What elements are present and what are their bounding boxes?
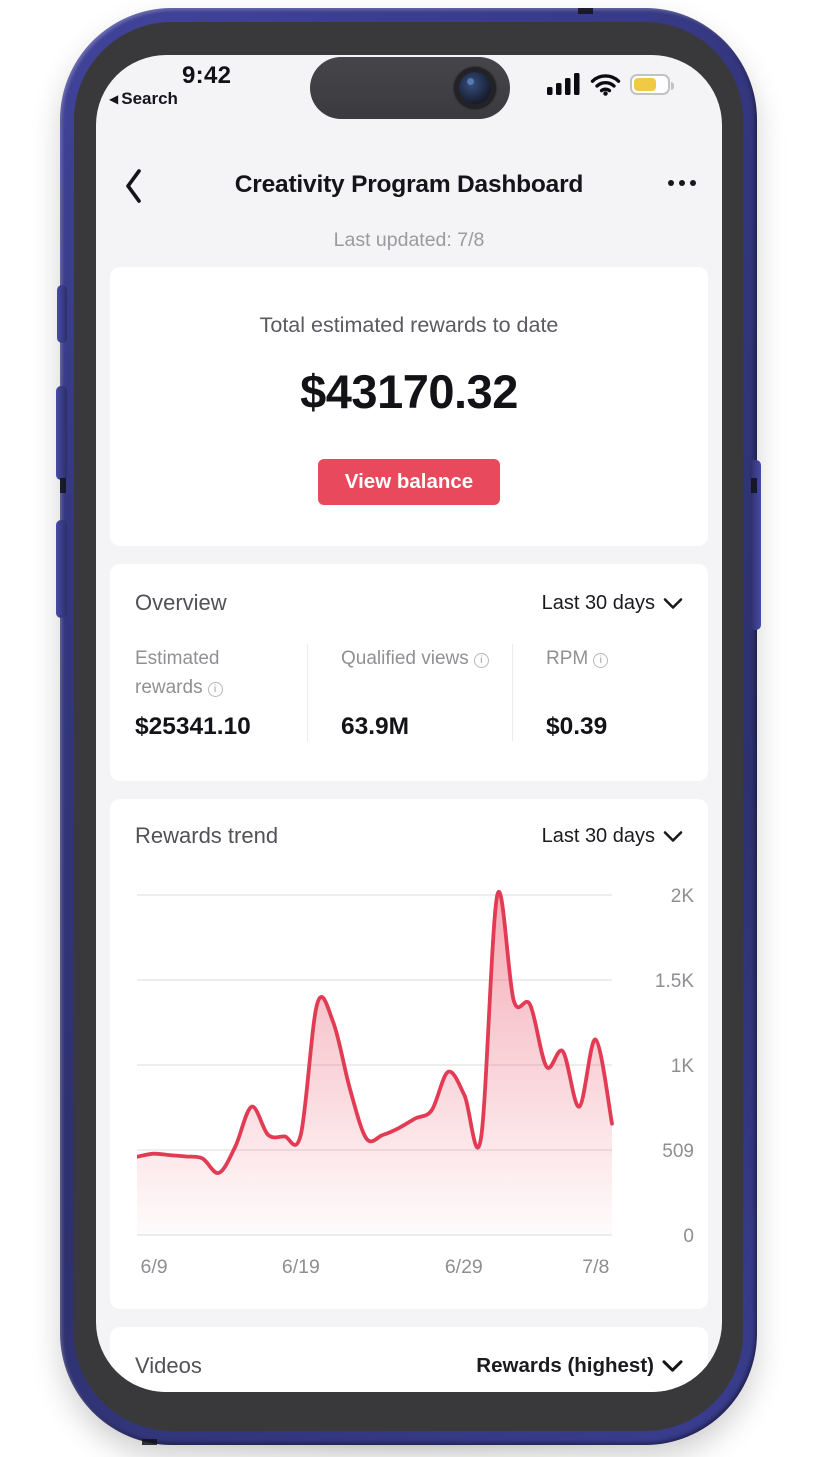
y-axis-tick-label: 509 bbox=[662, 1141, 694, 1162]
videos-title: Videos bbox=[135, 1353, 202, 1378]
battery-nub bbox=[671, 82, 674, 90]
ellipsis-dot bbox=[690, 180, 696, 186]
volume-up-button[interactable] bbox=[56, 386, 67, 480]
videos-sort-label: Rewards (highest) bbox=[476, 1354, 654, 1377]
volume-down-button[interactable] bbox=[56, 520, 67, 618]
content-area: Total estimated rewards to date $43170.3… bbox=[96, 267, 722, 1392]
phone-screen: 9:42 ◀ Search bbox=[96, 55, 722, 1392]
cellular-signal-icon bbox=[547, 73, 580, 95]
antenna-line bbox=[578, 8, 593, 14]
videos-card: Videos Rewards (highest) bbox=[110, 1327, 708, 1392]
stat-value: 63.9M bbox=[341, 713, 410, 740]
overview-range-label: Last 30 days bbox=[541, 591, 655, 614]
status-icons bbox=[547, 72, 674, 97]
antenna-line bbox=[60, 478, 66, 493]
chevron-down-icon bbox=[663, 597, 683, 609]
stat-label: Estimated rewards bbox=[135, 648, 220, 699]
y-axis-tick-label: 2K bbox=[671, 886, 695, 907]
ellipsis-dot bbox=[668, 180, 674, 186]
battery-icon bbox=[630, 74, 674, 95]
back-triangle-icon: ◀ bbox=[109, 92, 119, 106]
chevron-down-icon bbox=[662, 1360, 683, 1372]
nav-bar: Creativity Program Dashboard bbox=[96, 165, 722, 207]
power-button[interactable] bbox=[750, 460, 761, 630]
total-rewards-card: Total estimated rewards to date $43170.3… bbox=[110, 267, 708, 546]
rewards-trend-chart: 2K 1.5K 1K 509 0 6/9 6/19 6/29 7/8 bbox=[137, 886, 695, 1278]
rewards-trend-card: Rewards trend Last 30 days 2K 1.5K 1K 509 0 6… bbox=[110, 799, 708, 1309]
chevron-down-icon bbox=[663, 830, 683, 842]
x-axis-tick-label: 6/9 bbox=[141, 1256, 168, 1278]
back-app-label: Search bbox=[121, 89, 178, 108]
stat-value: $0.39 bbox=[546, 713, 608, 740]
y-axis-tick-label: 0 bbox=[683, 1226, 694, 1247]
stat-value: $25341.10 bbox=[135, 713, 251, 740]
antenna-line bbox=[751, 478, 757, 493]
status-time: 9:42 bbox=[182, 62, 232, 89]
chevron-left-icon bbox=[126, 169, 141, 203]
videos-sort-dropdown[interactable]: Rewards (highest) bbox=[476, 1354, 683, 1378]
wifi-icon bbox=[590, 74, 621, 96]
trend-range-label: Last 30 days bbox=[541, 824, 655, 847]
trend-range-dropdown[interactable]: Last 30 days bbox=[542, 825, 683, 848]
antenna-line bbox=[142, 1439, 157, 1445]
stat-qualified-views: Qualified views i 63.9M bbox=[307, 644, 512, 741]
trend-line bbox=[137, 890, 614, 1175]
ellipsis-dot bbox=[679, 180, 685, 186]
stat-rpm: RPM i $0.39 bbox=[512, 644, 683, 741]
page-title: Creativity Program Dashboard bbox=[234, 171, 584, 198]
overview-stats: Estimated rewards i $25341.10 Qualified v… bbox=[135, 644, 683, 741]
stat-label: RPM bbox=[546, 648, 589, 669]
info-icon[interactable]: i bbox=[593, 653, 609, 668]
back-to-app-link[interactable]: ◀ Search bbox=[109, 89, 178, 109]
total-rewards-amount: $43170.32 bbox=[300, 365, 518, 418]
mute-switch[interactable] bbox=[57, 285, 67, 343]
trend-area-fill bbox=[137, 891, 612, 1235]
x-axis-tick-label: 7/8 bbox=[582, 1256, 609, 1278]
x-axis-tick-label: 6/19 bbox=[282, 1256, 320, 1278]
back-button[interactable] bbox=[123, 168, 143, 209]
battery-level-fill bbox=[634, 78, 656, 91]
info-icon[interactable]: i bbox=[473, 653, 489, 668]
y-axis-tick-label: 1.5K bbox=[655, 971, 694, 992]
x-axis-tick-label: 6/29 bbox=[445, 1256, 483, 1278]
more-options-button[interactable] bbox=[668, 180, 696, 186]
status-bar: 9:42 ◀ Search bbox=[96, 55, 722, 127]
rewards-trend-title: Rewards trend bbox=[135, 823, 279, 848]
overview-card: Overview Last 30 days Estimated rewards i… bbox=[110, 564, 708, 781]
overview-title: Overview bbox=[135, 590, 227, 615]
view-balance-button[interactable]: View balance bbox=[317, 459, 501, 505]
phone-frame: 9:42 ◀ Search bbox=[56, 8, 761, 1445]
overview-range-dropdown[interactable]: Last 30 days bbox=[542, 592, 683, 615]
dynamic-island bbox=[310, 57, 510, 119]
stat-estimated-rewards: Estimated rewards i $25341.10 bbox=[135, 644, 307, 741]
total-rewards-label: Total estimated rewards to date bbox=[259, 313, 559, 337]
front-camera-icon bbox=[454, 67, 496, 109]
stat-label: Qualified views bbox=[341, 648, 469, 669]
y-axis-tick-label: 1K bbox=[671, 1056, 695, 1077]
info-icon[interactable]: i bbox=[207, 682, 223, 698]
last-updated-text: Last updated: 7/8 bbox=[333, 229, 485, 251]
